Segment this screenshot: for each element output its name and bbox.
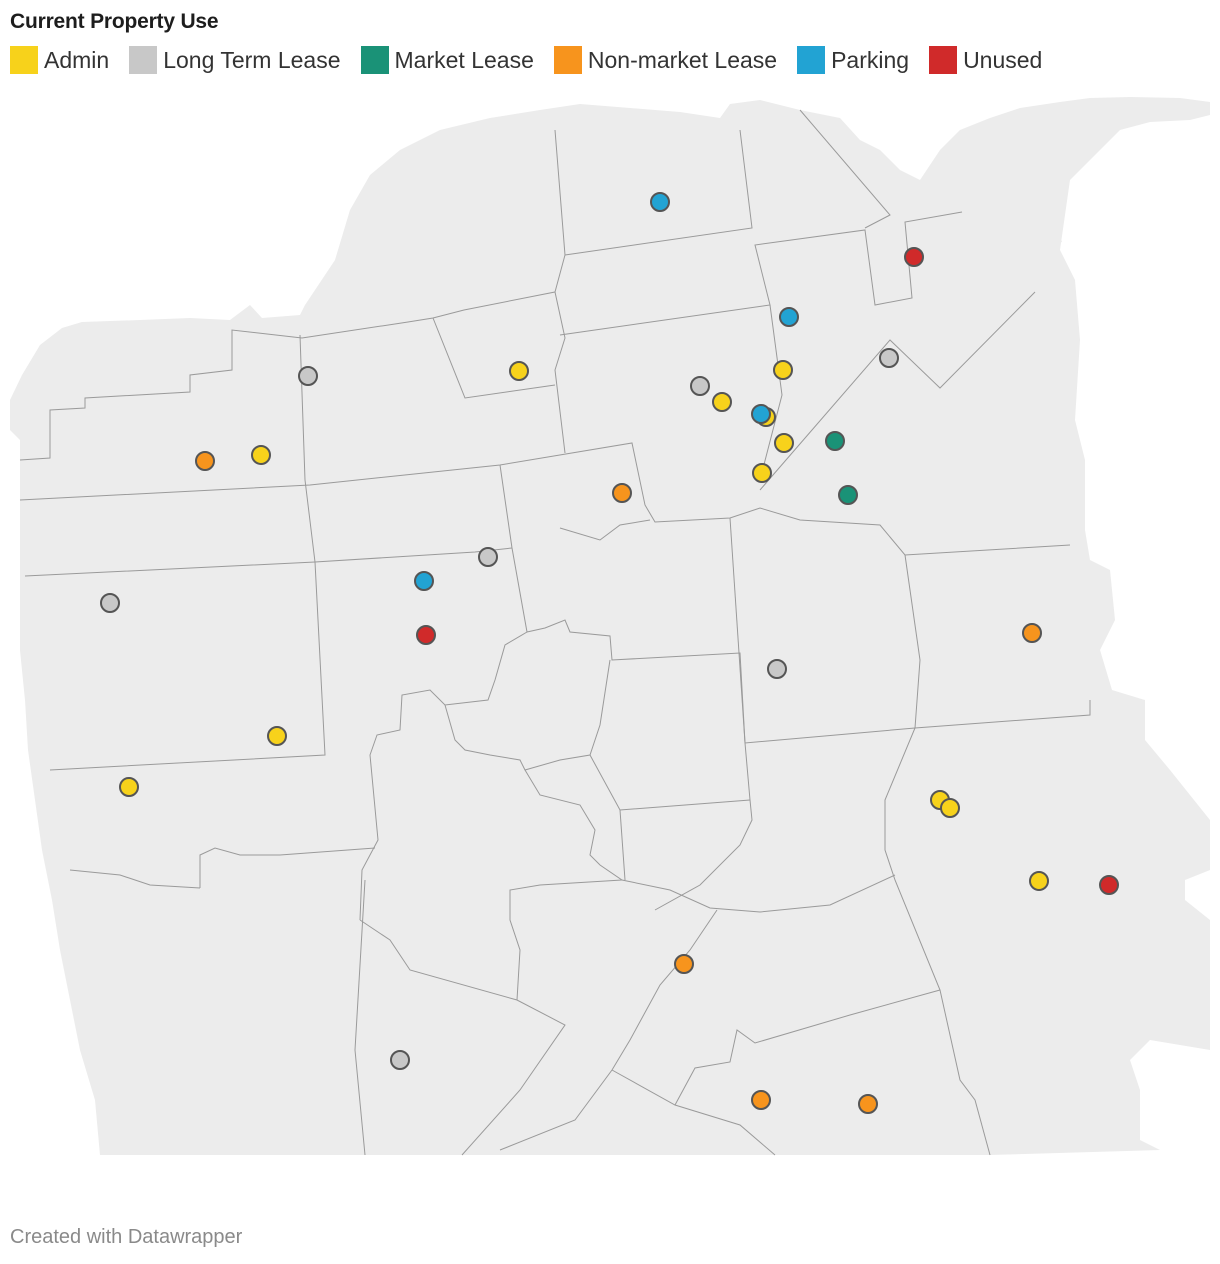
boundary-line xyxy=(509,879,623,1001)
property-marker-nonmarket[interactable] xyxy=(612,483,632,503)
property-marker-ltl[interactable] xyxy=(879,348,899,368)
property-marker-admin[interactable] xyxy=(940,798,960,818)
property-marker-ltl[interactable] xyxy=(767,659,787,679)
boundary-line xyxy=(199,847,376,888)
property-marker-admin[interactable] xyxy=(1029,871,1049,891)
property-marker-admin[interactable] xyxy=(119,777,139,797)
property-marker-unused[interactable] xyxy=(904,247,924,267)
property-marker-nonmarket[interactable] xyxy=(674,954,694,974)
property-marker-ltl[interactable] xyxy=(478,547,498,567)
boundary-line xyxy=(49,334,326,771)
boundary-line xyxy=(359,631,528,921)
boundary-line xyxy=(619,809,626,881)
boundary-line xyxy=(524,769,896,913)
property-marker-admin[interactable] xyxy=(752,463,772,483)
legend-item-parking[interactable]: Parking xyxy=(797,46,909,74)
property-marker-ltl[interactable] xyxy=(390,1050,410,1070)
boundary-line xyxy=(444,659,611,771)
property-marker-parking[interactable] xyxy=(779,307,799,327)
footer-credit: Created with Datawrapper xyxy=(10,1226,243,1248)
legend-item-market-lease[interactable]: Market Lease xyxy=(360,46,534,74)
land-shape xyxy=(10,97,1210,1155)
legend-label: Parking xyxy=(831,46,910,73)
property-marker-nonmarket[interactable] xyxy=(195,451,215,471)
legend-item-non-market-lease[interactable]: Non-market Lease xyxy=(553,46,778,74)
boundary-line xyxy=(674,989,941,1106)
legend-label: Non-market Lease xyxy=(587,46,778,73)
swatch-admin xyxy=(10,46,38,74)
property-marker-unused[interactable] xyxy=(416,625,436,645)
pier-shapes xyxy=(950,150,1112,612)
legend-item-admin[interactable]: Admin xyxy=(10,46,109,74)
boundary-line xyxy=(884,554,991,1156)
property-marker-admin[interactable] xyxy=(509,361,529,381)
legend-label: Admin xyxy=(44,46,110,73)
map-title: Current Property Use xyxy=(10,10,219,33)
boundary-line xyxy=(729,517,746,744)
property-marker-admin[interactable] xyxy=(267,726,287,746)
legend-item-unused[interactable]: Unused xyxy=(929,46,1042,74)
property-marker-parking[interactable] xyxy=(650,192,670,212)
property-marker-parking[interactable] xyxy=(414,571,434,591)
legend-label: Long Term Lease xyxy=(163,46,341,73)
boundary-line xyxy=(354,879,366,1156)
legend-item-long-term-lease[interactable]: Long Term Lease xyxy=(129,46,341,74)
neighborhood-boundaries xyxy=(19,109,1091,1156)
boundary-line xyxy=(559,519,651,541)
san-francisco-map[interactable] xyxy=(0,96,1220,1166)
swatch-unused xyxy=(929,46,958,74)
boundary-line xyxy=(564,129,753,256)
swatch-parking xyxy=(797,46,826,74)
boundary-line xyxy=(654,742,753,911)
property-marker-ltl[interactable] xyxy=(690,376,710,396)
boundary-line xyxy=(432,317,556,399)
boundary-line xyxy=(759,304,783,481)
property-marker-ltl[interactable] xyxy=(100,593,120,613)
property-marker-nonmarket[interactable] xyxy=(858,1094,878,1114)
boundary-line xyxy=(611,1069,776,1156)
boundary-line xyxy=(759,291,1036,491)
boundary-line xyxy=(559,211,963,336)
swatch-non-market-lease xyxy=(553,46,582,74)
property-marker-admin[interactable] xyxy=(251,445,271,465)
swatch-long-term-lease xyxy=(129,46,158,74)
property-marker-market[interactable] xyxy=(838,485,858,505)
legend-label: Market Lease xyxy=(394,46,534,73)
land-area xyxy=(10,97,1210,1155)
property-marker-admin[interactable] xyxy=(774,433,794,453)
property-marker-ltl[interactable] xyxy=(298,366,318,386)
property-marker-market[interactable] xyxy=(825,431,845,451)
property-marker-admin[interactable] xyxy=(712,392,732,412)
property-marker-nonmarket[interactable] xyxy=(751,1090,771,1110)
boundary-line xyxy=(19,442,1071,556)
property-marker-nonmarket[interactable] xyxy=(1022,623,1042,643)
boundary-line xyxy=(69,869,201,889)
swatch-market-lease xyxy=(360,46,389,74)
boundary-line xyxy=(19,291,566,461)
legend-label: Unused xyxy=(963,46,1043,73)
legend: Admin Long Term Lease Market Lease Non-m… xyxy=(10,46,1062,74)
property-marker-parking[interactable] xyxy=(751,404,771,424)
property-marker-unused[interactable] xyxy=(1099,875,1119,895)
property-markers xyxy=(100,192,1119,1114)
property-marker-admin[interactable] xyxy=(773,360,793,380)
boundary-line xyxy=(799,109,891,229)
boundary-line xyxy=(499,909,718,1151)
